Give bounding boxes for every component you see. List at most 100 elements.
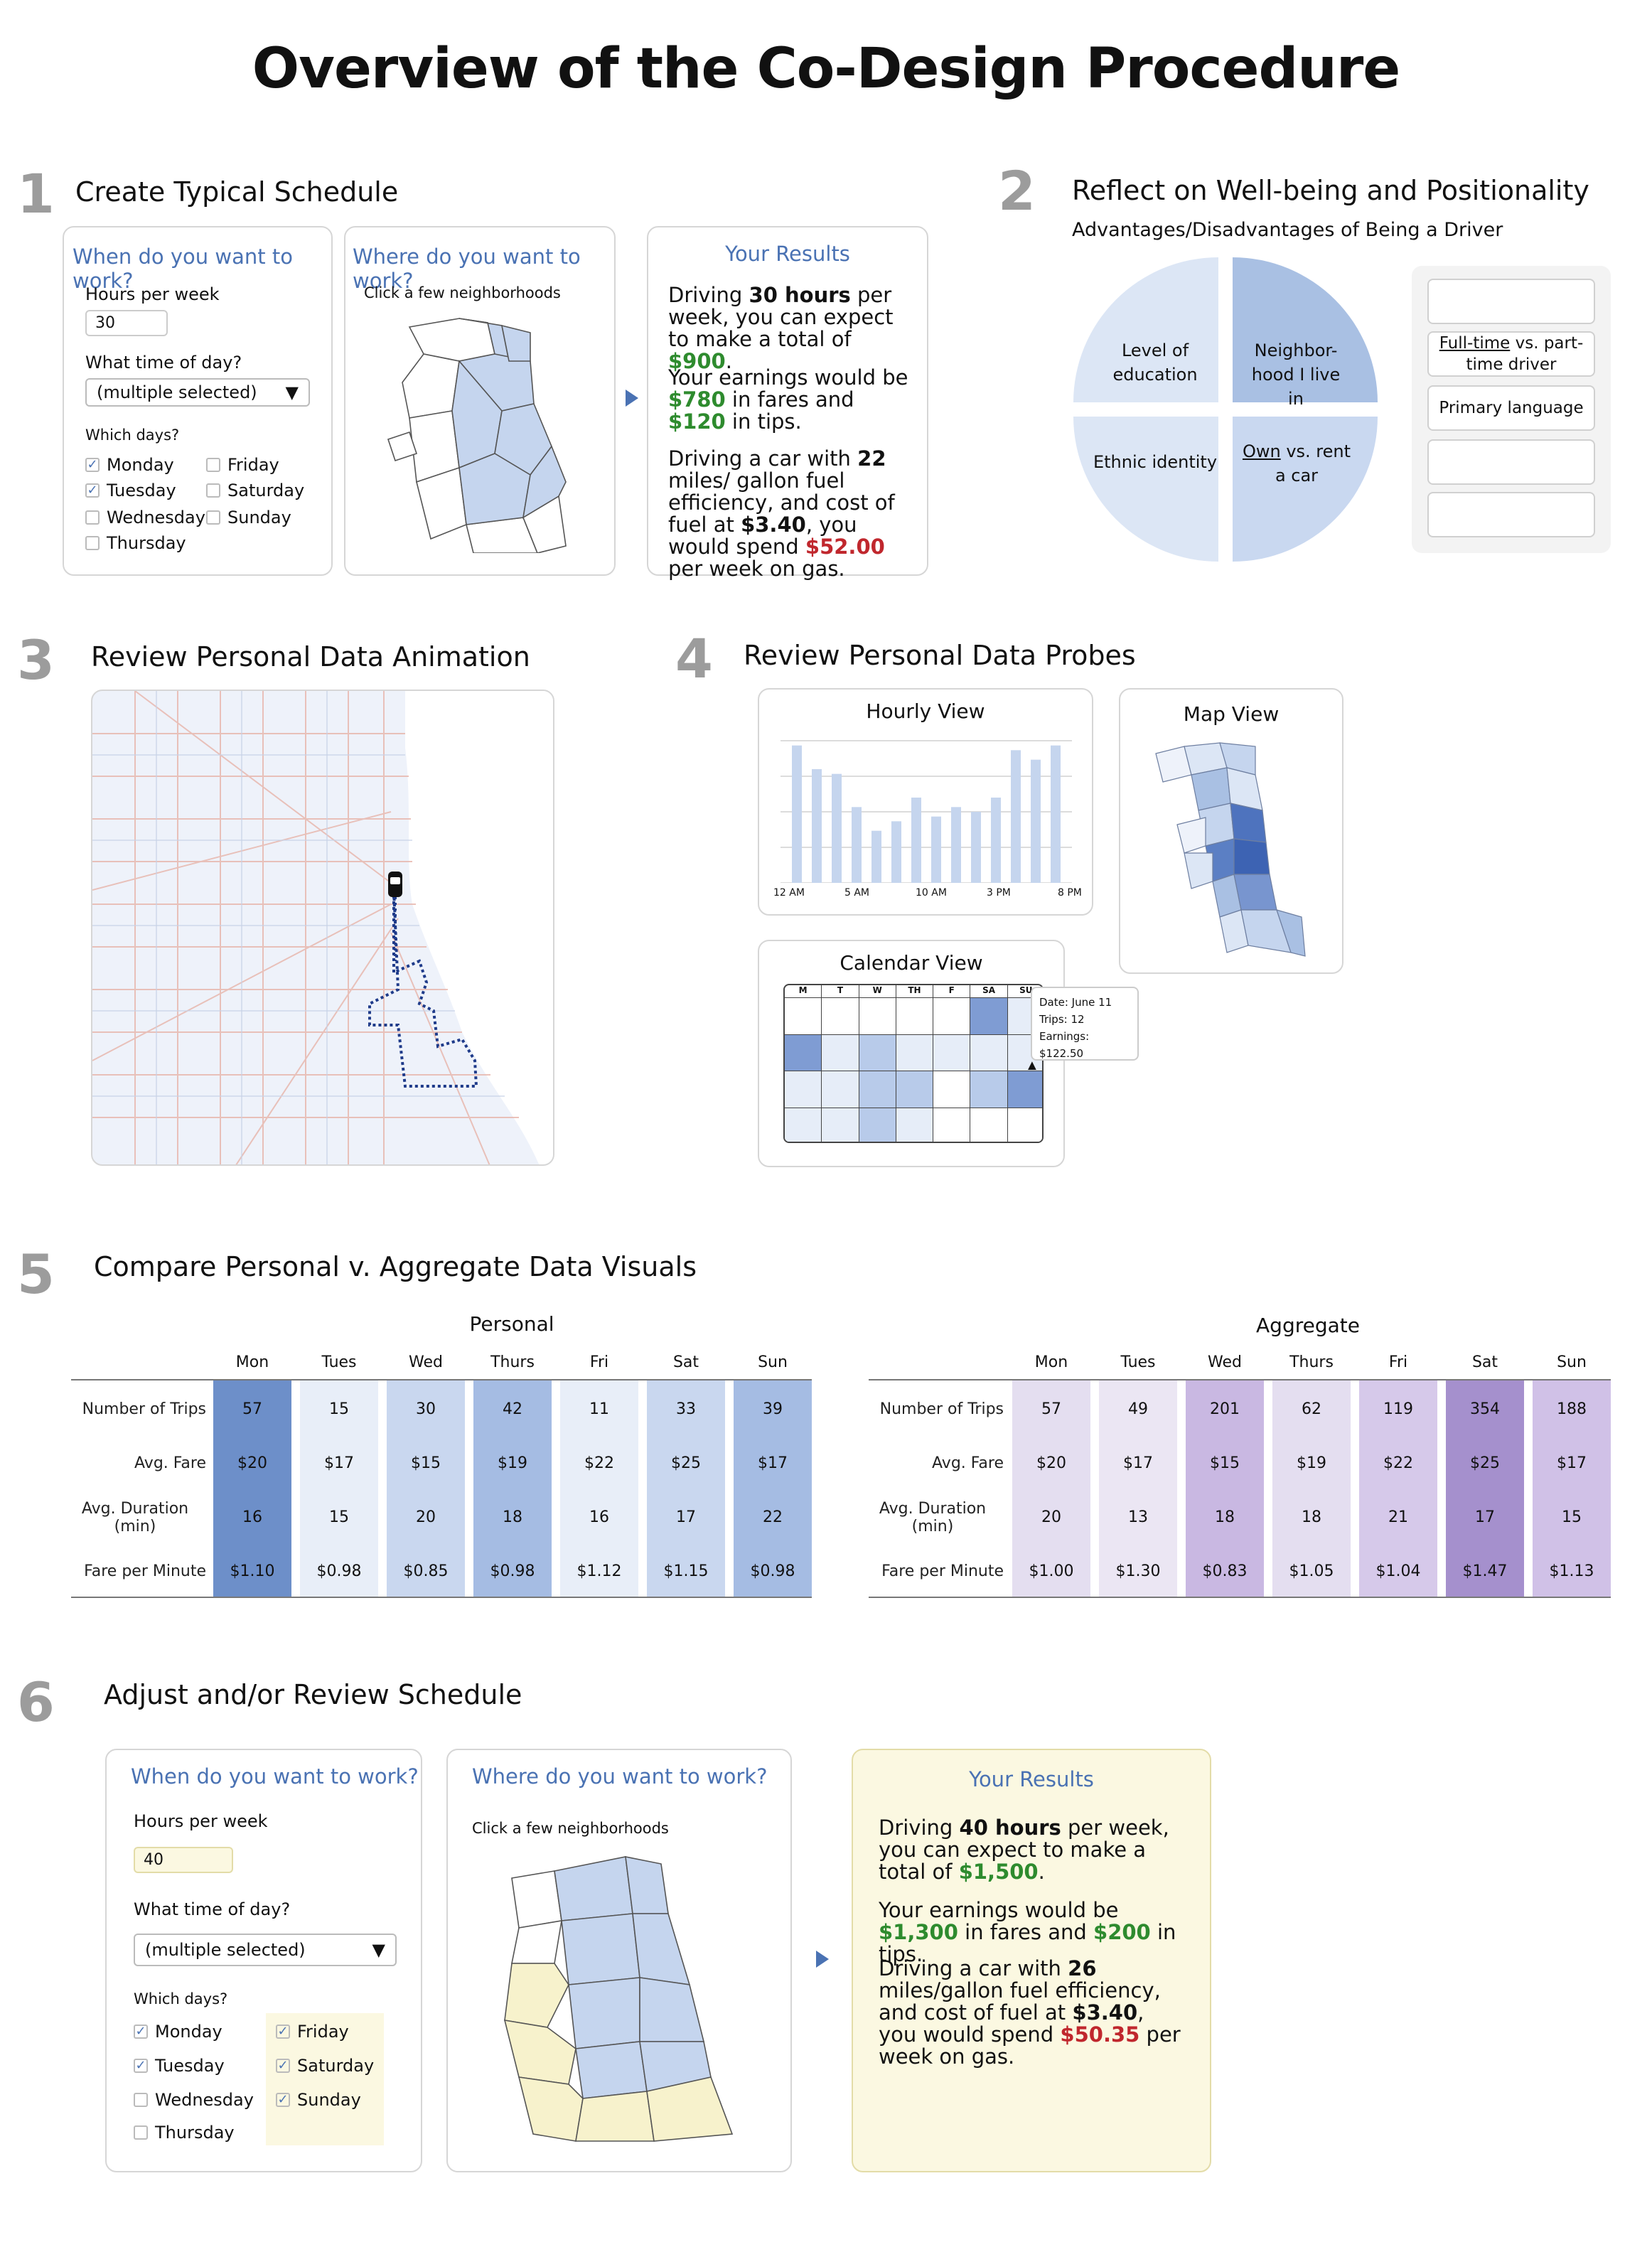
s6-time-select[interactable]: (multiple selected) ▼ — [134, 1934, 397, 1966]
checkbox-empty-icon[interactable] — [85, 510, 100, 525]
calendar-cell[interactable] — [896, 1071, 934, 1108]
table-row-label: Avg. Fare — [932, 1454, 1004, 1472]
calendar-cell[interactable] — [933, 1071, 971, 1108]
hourly-bar — [1011, 750, 1021, 883]
table-cell: $0.98 — [490, 1562, 535, 1580]
day-checkbox-tuesday[interactable]: ✓ Tuesday — [85, 481, 176, 500]
s2-chip-empty-1[interactable] — [1427, 279, 1595, 324]
day-checkbox-saturday[interactable]: Saturday — [206, 481, 304, 500]
step-6-title: Adjust and/or Review Schedule — [104, 1679, 522, 1710]
hourly-bar — [812, 769, 822, 883]
day-checkbox-monday[interactable]: ✓ Monday — [134, 2022, 222, 2042]
checkbox-empty-icon[interactable] — [206, 458, 220, 472]
checkbox-checked-icon[interactable]: ✓ — [276, 2025, 290, 2039]
checkbox-empty-icon[interactable] — [134, 2125, 148, 2140]
calendar-day-header: W — [859, 985, 896, 998]
day-checkbox-sunday[interactable]: Sunday — [206, 508, 291, 527]
table-cell: 188 — [1557, 1400, 1587, 1418]
day-checkbox-wednesday[interactable]: Wednesday — [134, 2090, 254, 2110]
calendar-cell[interactable] — [1007, 1108, 1042, 1142]
s1-results-card: Your Results Driving 30 hours per week, … — [647, 226, 928, 580]
calendar-cell[interactable] — [859, 1071, 896, 1108]
s4-hourly-chart — [781, 740, 1072, 883]
calendar-cell[interactable] — [785, 1108, 822, 1142]
calendar-cell[interactable] — [822, 998, 859, 1035]
checkbox-checked-icon[interactable]: ✓ — [276, 2093, 290, 2107]
calendar-cell[interactable] — [933, 998, 971, 1035]
checkbox-checked-icon[interactable]: ✓ — [276, 2059, 290, 2073]
s2-chip-empty-2[interactable] — [1427, 439, 1595, 485]
s1-neighborhood-map[interactable] — [381, 311, 594, 553]
s6-results-title: Your Results — [969, 1767, 1094, 1791]
day-checkbox-wednesday[interactable]: Wednesday — [85, 508, 205, 527]
hourly-bar — [852, 807, 862, 883]
s2-chip-empty-3[interactable] — [1427, 492, 1595, 537]
s1-time-select[interactable]: (multiple selected) ▼ — [85, 378, 310, 407]
step-1-title: Create Typical Schedule — [75, 176, 399, 208]
day-header: Fri — [589, 1353, 609, 1371]
calendar-cell[interactable] — [859, 998, 896, 1035]
checkbox-checked-icon[interactable]: ✓ — [85, 483, 100, 498]
s6-hours-input[interactable]: 40 — [134, 1847, 233, 1873]
table-cell: $1.00 — [1029, 1562, 1074, 1580]
calendar-cell[interactable] — [785, 1071, 822, 1108]
s2-chip-language[interactable]: Primary language — [1427, 385, 1595, 431]
checkbox-checked-icon[interactable]: ✓ — [134, 2059, 148, 2073]
day-checkbox-friday[interactable]: ✓ Friday — [276, 2022, 349, 2042]
pie-own-rent — [1233, 417, 1378, 562]
checkbox-checked-icon[interactable]: ✓ — [134, 2025, 148, 2039]
checkbox-empty-icon[interactable] — [206, 510, 220, 525]
cursor-icon: ▲ — [1025, 1058, 1039, 1073]
day-checkbox-saturday[interactable]: ✓ Saturday — [276, 2056, 374, 2076]
checkbox-empty-icon[interactable] — [85, 536, 100, 550]
calendar-cell[interactable] — [896, 1108, 934, 1142]
calendar-cell[interactable] — [933, 1034, 971, 1071]
step-3-title: Review Personal Data Animation — [91, 641, 530, 672]
table-cell: $0.98 — [316, 1562, 362, 1580]
calendar-cell[interactable] — [970, 998, 1008, 1035]
calendar-cell[interactable] — [822, 1071, 859, 1108]
s1-result-1: Driving 30 hours per week, you can expec… — [668, 283, 894, 373]
s6-arrow-icon — [816, 1951, 829, 1968]
day-checkbox-sunday[interactable]: ✓ Sunday — [276, 2090, 361, 2110]
calendar-cell[interactable] — [1007, 1071, 1042, 1108]
day-label: Saturday — [227, 481, 305, 500]
calendar-cell[interactable] — [896, 1034, 934, 1071]
s6-result-3: Driving a car with 26 miles/gallon fuel … — [879, 1956, 1181, 2069]
day-label: Tuesday — [155, 2056, 225, 2076]
s1-hours-input[interactable]: 30 — [85, 310, 168, 336]
table-cell: 119 — [1383, 1400, 1413, 1418]
calendar-cell[interactable] — [785, 998, 822, 1035]
day-checkbox-thursday[interactable]: Thursday — [85, 533, 186, 553]
s1-results-title: Your Results — [725, 242, 850, 266]
table-cell: 18 — [1302, 1508, 1321, 1526]
day-header: Sat — [672, 1353, 699, 1371]
day-checkbox-friday[interactable]: Friday — [206, 455, 279, 475]
s3-animation-map[interactable] — [91, 690, 554, 1166]
checkbox-checked-icon[interactable]: ✓ — [85, 458, 100, 472]
calendar-cell[interactable] — [785, 1034, 822, 1071]
s1-where-card: Where do you want to work? Click a few n… — [344, 226, 616, 576]
calendar-cell[interactable] — [822, 1034, 859, 1071]
calendar-cell[interactable] — [970, 1071, 1008, 1108]
table-top-rule — [71, 1379, 812, 1380]
calendar-cell[interactable] — [970, 1034, 1008, 1071]
day-checkbox-monday[interactable]: ✓ Monday — [85, 455, 174, 475]
table-cell: $17 — [1557, 1454, 1587, 1472]
checkbox-empty-icon[interactable] — [206, 483, 220, 498]
s6-neighborhood-map[interactable] — [498, 1850, 746, 2148]
calendar-cell[interactable] — [822, 1108, 859, 1142]
table-column-fill — [1099, 1380, 1177, 1597]
calendar-cell[interactable] — [970, 1108, 1008, 1142]
calendar-cell[interactable] — [933, 1108, 971, 1142]
day-checkbox-tuesday[interactable]: ✓ Tuesday — [134, 2056, 225, 2076]
table-cell: 21 — [1388, 1508, 1408, 1526]
calendar-cell[interactable] — [859, 1034, 896, 1071]
checkbox-empty-icon[interactable] — [134, 2093, 148, 2107]
s2-chip-fulltime[interactable]: Full-time vs. part-time driver — [1427, 331, 1595, 377]
s1-when-card: When do you want to work? Hours per week… — [63, 226, 333, 576]
day-header: Wed — [409, 1353, 443, 1371]
day-checkbox-thursday[interactable]: Thursday — [134, 2123, 235, 2143]
calendar-cell[interactable] — [896, 998, 934, 1035]
calendar-cell[interactable] — [859, 1108, 896, 1142]
